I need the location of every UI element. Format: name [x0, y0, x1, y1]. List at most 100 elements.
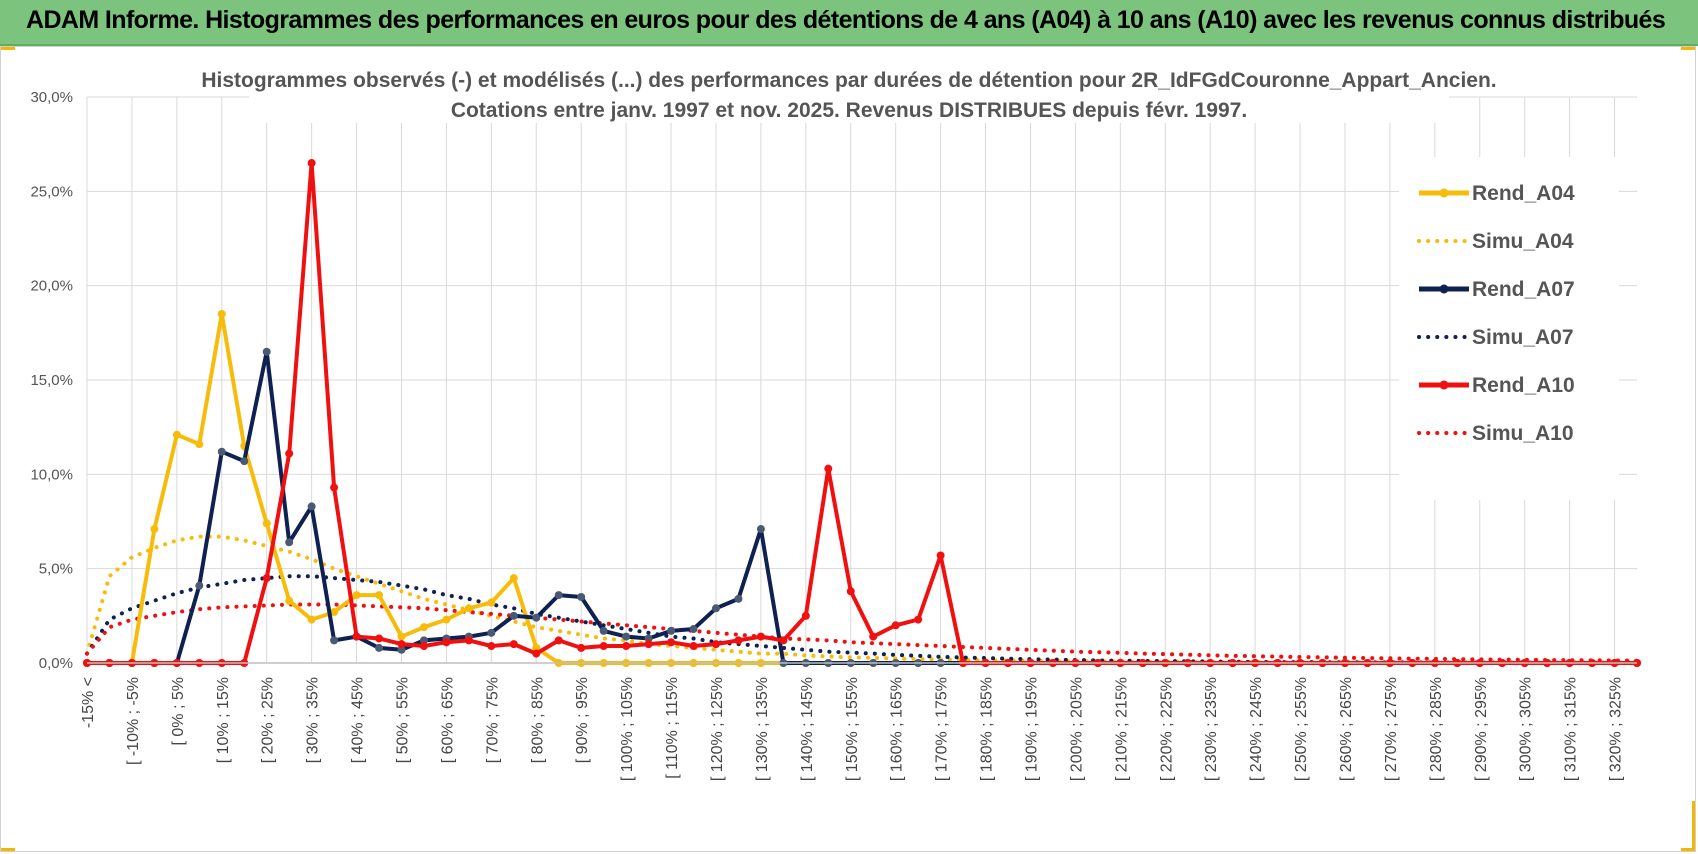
x-tick-label: [ 150% ; 155%: [844, 677, 861, 781]
x-tick-label: [ 180% ; 185%: [979, 677, 996, 781]
data-point-Rend_A07: [240, 457, 249, 466]
data-point-Rend_A10: [622, 642, 631, 651]
data-point-Rend_A07: [689, 625, 698, 634]
x-tick-label: [ 130% ; 135%: [754, 677, 771, 781]
data-point-Rend_A07: [577, 592, 586, 601]
y-tick-label: 15,0%: [30, 372, 73, 389]
y-tick-label: 30,0%: [30, 89, 73, 106]
x-tick-label: [ 230% ; 235%: [1203, 677, 1220, 781]
legend-marker-Rend_A04: [1439, 188, 1449, 198]
frame-corner-marker: [1681, 848, 1695, 851]
chart-title-line-1: Histogrammes observés (-) et modélisés (…: [201, 69, 1496, 92]
data-point-Rend_A04: [195, 440, 204, 449]
legend-label-Rend_A10: Rend_A10: [1472, 374, 1575, 397]
data-point-Rend_A10: [599, 642, 608, 651]
data-point-Rend_A10: [734, 636, 743, 645]
data-point-Rend_A07: [419, 636, 428, 645]
data-point-Rend_A10: [846, 587, 855, 596]
x-tick-label: [ 220% ; 225%: [1158, 677, 1175, 781]
data-point-Rend_A10: [262, 574, 271, 583]
data-point-Rend_A04: [172, 430, 181, 439]
x-tick-label: [ 90% ; 95%: [574, 677, 591, 763]
data-point-Rend_A10: [914, 615, 923, 624]
data-point-Rend_A04: [375, 591, 384, 600]
frame-corner-marker: [1681, 47, 1695, 50]
x-tick-label: [ 300% ; 305%: [1518, 677, 1535, 781]
y-tick-label: 0,0%: [39, 655, 73, 672]
performance-histogram-chart: Histogrammes observés (-) et modélisés (…: [30, 65, 1641, 781]
x-tick-label: [ 110% ; 115%: [664, 677, 681, 779]
data-point-Rend_A07: [330, 636, 339, 645]
x-tick-label: [ 80% ; 85%: [529, 677, 546, 763]
data-point-Rend_A10: [330, 483, 339, 492]
series-line-Simu_A07: [85, 574, 1639, 665]
chart-title-line-2: Cotations entre janv. 1997 et nov. 2025.…: [451, 99, 1247, 122]
data-point-Rend_A04: [532, 643, 541, 652]
data-point-Rend_A10: [644, 640, 653, 649]
data-point-Rend_A07: [644, 634, 653, 643]
x-tick-label: [ 140% ; 145%: [799, 677, 816, 781]
data-point-Rend_A10: [779, 636, 788, 645]
data-point-Rend_A04: [352, 591, 361, 600]
legend-label-Simu_A04: Simu_A04: [1472, 230, 1574, 253]
data-point-Rend_A10: [824, 464, 833, 473]
title-background: [249, 65, 1449, 123]
data-point-Rend_A04: [262, 519, 271, 528]
data-point-Rend_A10: [285, 449, 294, 458]
frame-corner-marker: [1, 848, 15, 851]
x-tick-label: [ 250% ; 255%: [1293, 677, 1310, 781]
data-point-Rend_A04: [307, 615, 316, 624]
data-point-Rend_A07: [217, 447, 226, 456]
x-tick-label: [ 240% ; 245%: [1248, 677, 1265, 781]
data-point-Rend_A07: [734, 594, 743, 603]
axis-layer: 0,0% 5,0% 10,0% 15,0% 20,0% 25,0% 30,0% -15% < […: [30, 89, 1637, 781]
data-point-Rend_A10: [464, 636, 473, 645]
data-point-Rend_A07: [262, 347, 271, 356]
x-tick-label: [ 0% ; 5%: [170, 677, 187, 745]
y-tick-label: 10,0%: [30, 466, 73, 483]
data-point-Rend_A04: [419, 623, 428, 632]
chart-frame: Histogrammes observés (-) et modélisés (…: [0, 46, 1696, 852]
x-tick-label: [ 10% ; 15%: [215, 677, 232, 763]
x-tick-label: [ 280% ; 285%: [1428, 677, 1445, 781]
data-point-Rend_A10: [375, 634, 384, 643]
data-point-Rend_A10: [756, 632, 765, 641]
data-point-Rend_A10: [532, 649, 541, 658]
legend-label-Simu_A07: Simu_A07: [1472, 326, 1574, 349]
x-tick-label: [ 120% ; 125%: [709, 677, 726, 781]
legend-label-Rend_A04: Rend_A04: [1472, 182, 1575, 205]
data-point-Rend_A07: [509, 611, 518, 620]
x-tick-label: -15% <: [80, 677, 97, 728]
legend-label-Rend_A07: Rend_A07: [1472, 278, 1575, 301]
y-tick-label: 5,0%: [39, 561, 73, 578]
data-point-Rend_A07: [397, 645, 406, 654]
legend-background: [1399, 157, 1619, 500]
data-point-Rend_A10: [891, 621, 900, 630]
data-point-Rend_A07: [307, 502, 316, 511]
data-point-Rend_A04: [330, 608, 339, 617]
chart-legend: Rend_A04 Simu_A04 Rend_A07 Simu_A07 Rend_A10…: [1399, 157, 1619, 500]
x-tick-label: [ 70% ; 75%: [484, 677, 501, 763]
x-tick-label: [ 30% ; 35%: [305, 677, 322, 763]
report-title: ADAM Informe. Histogrammes des performan…: [26, 6, 1666, 34]
data-point-Rend_A10: [352, 632, 361, 641]
data-point-Rend_A10: [487, 642, 496, 651]
data-point-Rend_A07: [554, 591, 563, 600]
x-tick-label: [ 320% ; 325%: [1608, 677, 1625, 781]
legend-marker-Rend_A07: [1439, 284, 1449, 294]
data-point-Rend_A04: [442, 615, 451, 624]
data-point-Rend_A07: [711, 604, 720, 613]
x-tick-label: [ 310% ; 315%: [1563, 677, 1580, 781]
x-tick-label: [ 290% ; 295%: [1473, 677, 1490, 781]
data-point-Rend_A07: [667, 626, 676, 635]
data-point-Rend_A07: [487, 628, 496, 637]
data-point-Rend_A10: [307, 159, 316, 168]
x-tick-label: [ 160% ; 165%: [889, 677, 906, 781]
x-tick-label: [ 60% ; 65%: [439, 677, 456, 763]
x-tick-label: [ 100% ; 105%: [619, 677, 636, 781]
y-tick-label: 25,0%: [30, 183, 73, 200]
data-point-Rend_A10: [397, 640, 406, 649]
x-tick-label: [ 270% ; 275%: [1383, 677, 1400, 781]
data-point-Rend_A10: [442, 638, 451, 647]
data-point-Rend_A10: [554, 636, 563, 645]
